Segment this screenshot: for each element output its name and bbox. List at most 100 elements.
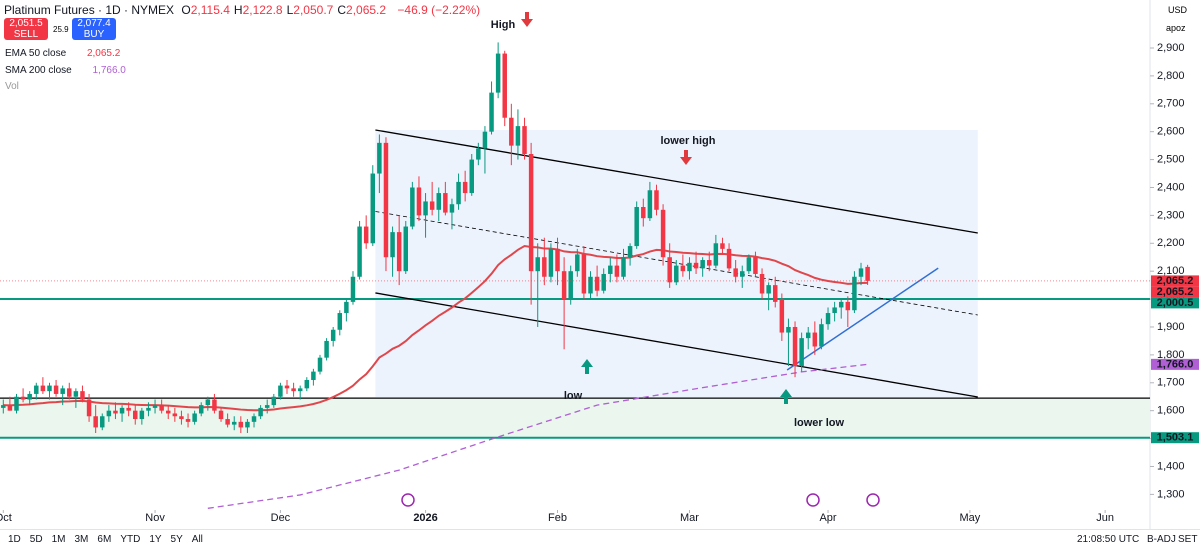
candle-body [786,326,791,333]
adj-button[interactable]: B-ADJ [1147,534,1176,545]
candle-body [185,419,191,422]
candle-body [707,260,712,266]
candle-body [799,338,804,367]
candle-body [647,190,653,219]
change: −46.9 (−2.22%) [397,3,481,17]
indicator-value: 2,065.2 [86,48,121,59]
candle-body [192,413,197,422]
range-bar: 1D 5D 1M 3M 6M YTD 1Y 5Y All [8,534,212,545]
range-button[interactable]: 3M [74,534,89,545]
candle-body [641,207,646,219]
candle-body [746,257,752,272]
ohlc-value: 2,115.4 [190,3,230,17]
ohlc: O2,115.4 H2,122.8 L2,050.7 C2,065.2 [181,3,390,17]
candle-body [581,254,587,294]
candle-body [766,285,771,294]
candle-body [377,142,382,174]
set-button[interactable]: SET [1178,534,1198,545]
scale-menu[interactable]: apoz [1166,23,1186,33]
candle-body [792,326,798,367]
annotation-arrow [521,12,533,27]
candle-body [621,257,626,277]
range-button[interactable]: All [191,534,203,545]
price-marker-bg [1151,432,1199,444]
range-button[interactable]: 5D [29,534,43,545]
candle-body [759,273,765,294]
range-button[interactable]: 1Y [149,534,162,545]
indicator-name: EMA 50 close [5,48,67,59]
sell-label: SELL [13,29,39,40]
candle-body [231,421,237,425]
annotation: lower low [794,417,845,429]
channel-middle [375,211,978,316]
candle-body [284,385,290,389]
ohlc-key: L [286,3,294,17]
candle-body [779,299,785,333]
currency[interactable]: USD [1168,5,1188,15]
candle-body [278,385,283,397]
candle-body [436,193,441,210]
y-tick-label: 1,400 [1157,460,1185,472]
sell-price: 2,051.5 [9,18,43,29]
price-marker-label: 2,000.5 [1157,297,1194,309]
candle-body [654,190,659,210]
candle-body [93,416,98,428]
candle-body [324,340,329,358]
range-button[interactable]: 1M [51,534,66,545]
candle-body [858,268,864,277]
ohlc-value: 2,122.8 [242,3,283,17]
candle-body [383,142,389,258]
candle-body [832,307,837,314]
x-tick-label: Mar [680,512,699,524]
candle-body [357,226,362,277]
candle-body [568,271,573,300]
candle-body [304,379,310,389]
candle-body [350,276,356,302]
candle-body [449,204,455,213]
candle-body [152,405,158,408]
candle-body [489,92,494,132]
candle-body [198,405,204,414]
candle-body [601,273,606,291]
price-marker: 2,000.5 [1151,297,1199,309]
sell-button[interactable]: 2,051.5 SELL [4,18,48,40]
candle-body [218,410,224,420]
buy-button[interactable]: 2,077.4 BUY [72,18,116,40]
candle-body [251,416,257,422]
candle-body [245,421,250,428]
range-button[interactable]: 5Y [170,534,183,545]
candle-body [542,257,547,277]
candle-body [594,276,600,291]
candle-body [264,405,270,408]
price-marker-label: 2,065.2 [1157,286,1194,298]
candle-body [34,385,39,394]
candle-body [693,262,699,269]
candle-body [126,407,131,411]
symbol: Platinum Futures · 1D · NYMEX [4,3,175,17]
range-button[interactable]: 1D [8,534,21,545]
candle-body [317,357,323,372]
range-button[interactable]: YTD [120,534,141,545]
y-tick-label: 1,600 [1157,405,1185,417]
candle-body [86,399,92,417]
y-tick-label: 1,800 [1157,349,1185,361]
candle-body [720,243,725,249]
candle-body [60,388,65,394]
indicator-ema[interactable]: EMA 50 close 2,065.2 [5,48,120,59]
x-tick-label: Nov [145,512,165,524]
trendline [786,267,939,371]
candle-body [238,421,244,428]
indicator-sma[interactable]: SMA 200 close 1,766.0 [5,65,126,76]
y-tick-label: 2,600 [1157,126,1185,138]
indicator-vol[interactable]: Vol [5,81,19,92]
candle-body [680,265,686,272]
candle-body [845,301,851,311]
candle-body [67,388,72,397]
range-button[interactable]: 6M [97,534,112,545]
candle-body [370,173,376,244]
candle-body [561,271,567,300]
price-marker-bg [1151,358,1199,370]
candle-body [713,243,719,266]
indicator-name: SMA 200 close [5,65,72,76]
